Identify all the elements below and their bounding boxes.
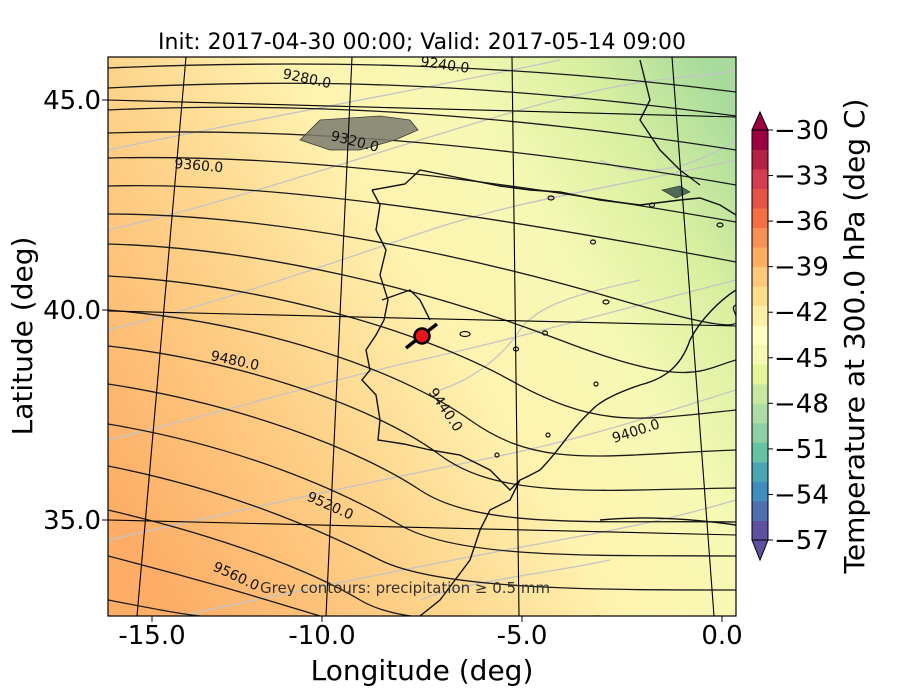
colorbar-band — [752, 266, 768, 287]
colorbar-band — [752, 461, 768, 482]
graticule — [108, 57, 736, 616]
colorbar-label: Temperature at 300.0 hPa (deg C) — [838, 99, 871, 575]
map-frame — [107, 56, 737, 617]
x-tick-label: -5.0 — [497, 621, 548, 651]
colorbar-band — [752, 305, 768, 326]
precipitation-note: Grey contours: precipitation ≥ 0.5 mm — [260, 579, 550, 597]
colorbar-bottom-arrow — [751, 539, 769, 562]
colorbar-band — [752, 208, 768, 229]
colorbar-tick-label: −33 — [774, 162, 829, 192]
x-tick-label: 0.0 — [701, 621, 742, 651]
colorbar-band — [752, 325, 768, 346]
colorbar-band — [752, 247, 768, 268]
x-axis-label: Longitude (deg) — [311, 654, 534, 687]
x-axis: -15.0 -10.0 -5.0 0.0 — [118, 616, 743, 651]
colorbar-band — [752, 364, 768, 385]
colorbar-tick-label: −30 — [774, 116, 829, 146]
y-axis: 45.0 40.0 35.0 — [43, 86, 108, 536]
colorbar-tick-label: −51 — [774, 435, 829, 465]
colorbar: −30 −33 −36 −39 −42 −45 −48 −51 −54 −57 — [751, 110, 829, 562]
geopotential-contours — [108, 63, 736, 616]
precip-hatch-patch — [299, 115, 419, 151]
x-tick-label: -10.0 — [288, 621, 355, 651]
colorbar-band — [752, 383, 768, 404]
contour-label: 9360.0 — [174, 156, 224, 176]
colorbar-band — [752, 169, 768, 190]
colorbar-band — [752, 403, 768, 424]
y-tick-label: 35.0 — [43, 506, 101, 536]
colorbar-band — [752, 286, 768, 307]
colorbar-band — [752, 520, 768, 541]
colorbar-band — [752, 149, 768, 170]
colorbar-band — [752, 481, 768, 502]
colorbar-tick-label: −42 — [774, 298, 829, 328]
colorbar-band — [752, 422, 768, 443]
colorbar-top-arrow — [751, 110, 769, 131]
colorbar-tick-label: −54 — [774, 480, 829, 510]
precip-hatch-patch-east — [661, 185, 691, 199]
colorbar-tick-label: −48 — [774, 389, 829, 419]
coastlines — [361, 59, 736, 616]
colorbar-tick-label: −36 — [774, 207, 829, 237]
colorbar-band — [752, 130, 768, 151]
x-tick-label: -15.0 — [118, 621, 185, 651]
colorbar-tick-label: −45 — [774, 344, 829, 374]
colorbar-band — [752, 227, 768, 248]
y-tick-label: 40.0 — [43, 296, 101, 326]
location-marker — [404, 322, 439, 350]
colorbar-band — [752, 188, 768, 209]
colorbar-band — [752, 500, 768, 521]
chart-title: Init: 2017-04-30 00:00; Valid: 2017-05-1… — [158, 30, 686, 55]
colorbar-tick-label: −39 — [774, 253, 829, 283]
small-contour-blobs — [459, 195, 724, 458]
colorbar-tick-label: −57 — [774, 526, 829, 556]
colorbar-band — [752, 442, 768, 463]
y-axis-label: Latitude (deg) — [6, 237, 39, 436]
colorbar-band — [752, 344, 768, 365]
y-tick-label: 45.0 — [43, 86, 101, 116]
